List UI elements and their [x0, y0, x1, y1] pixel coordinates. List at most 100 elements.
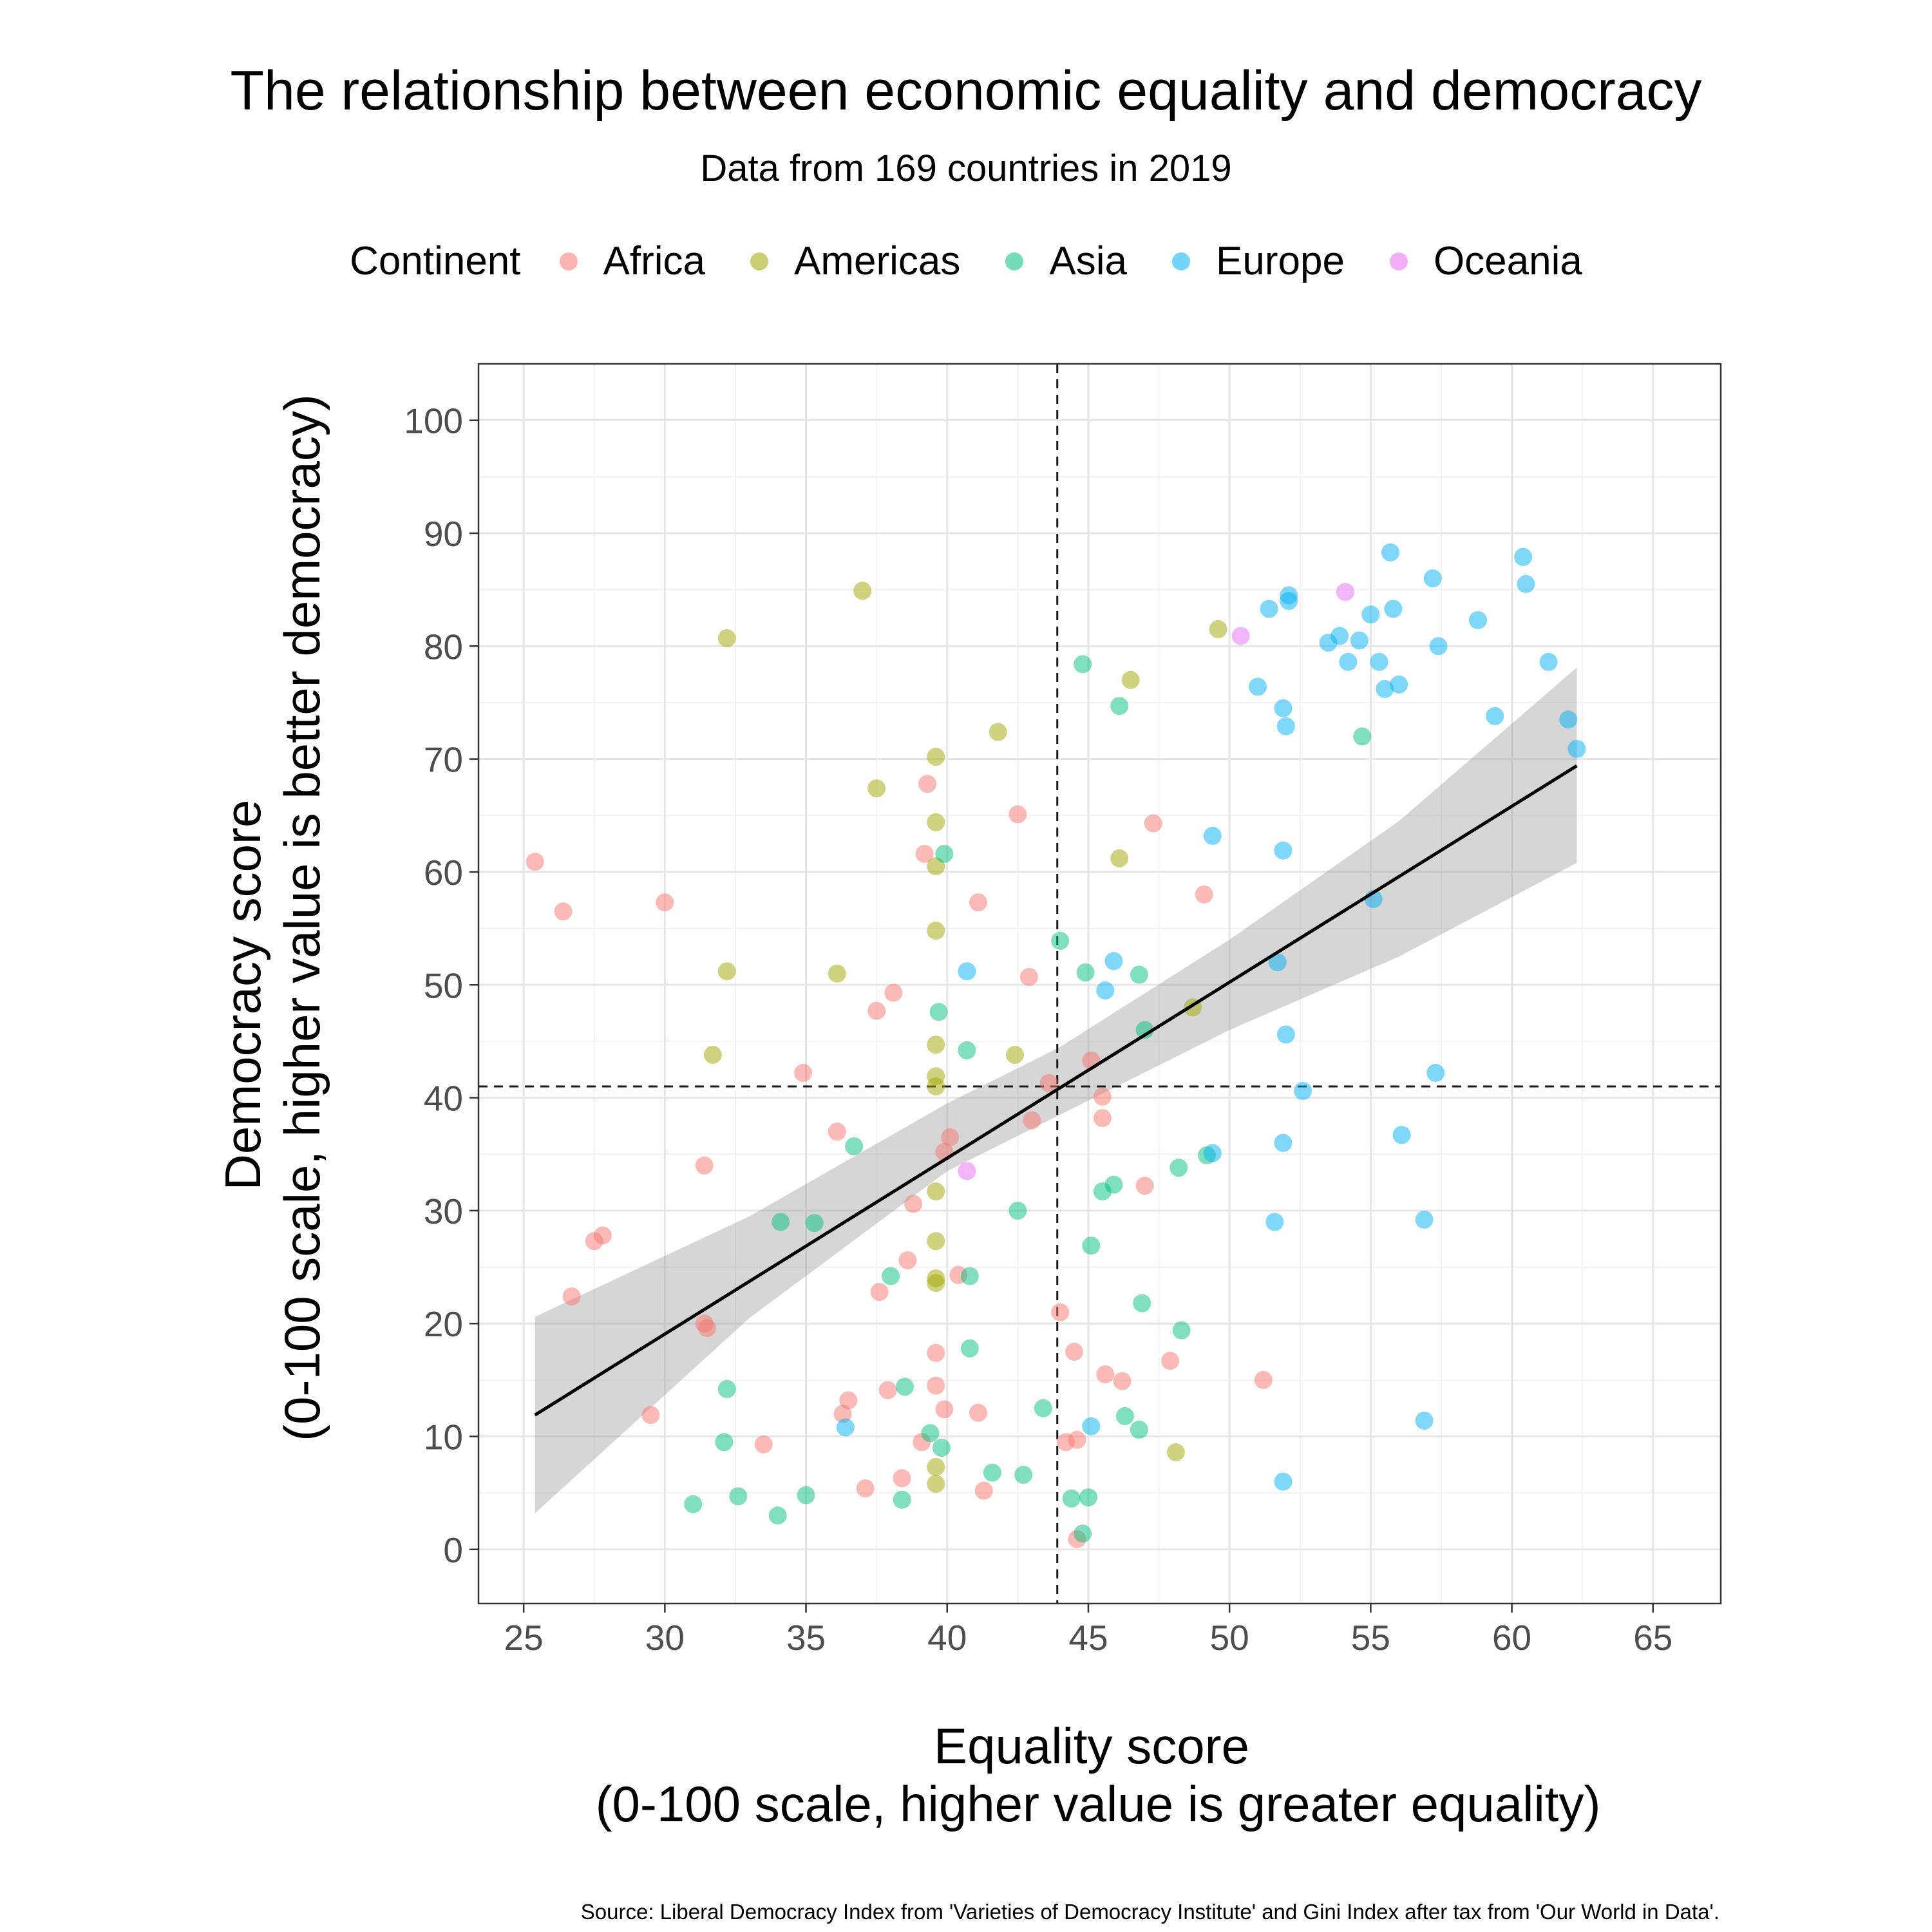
point-asia: [1082, 1236, 1101, 1255]
point-africa: [1096, 1365, 1115, 1384]
point-europe: [1276, 1025, 1295, 1044]
data-points: [526, 543, 1586, 1549]
point-asia: [1014, 1466, 1033, 1484]
point-africa: [1161, 1352, 1180, 1370]
y-tick-label: 40: [424, 1079, 463, 1119]
y-tick-label: 0: [443, 1530, 463, 1570]
point-americas: [867, 779, 886, 798]
chart-title: The relationship between economic equali…: [230, 60, 1702, 122]
x-tick-label: 30: [645, 1618, 685, 1658]
legend: Continent Africa Americas Asia Europe Oc…: [0, 238, 1932, 284]
reference-lines: [478, 364, 1721, 1604]
point-americas: [1166, 1443, 1185, 1462]
point-europe: [1361, 605, 1380, 624]
y-tick-label: 100: [404, 401, 463, 441]
point-americas: [927, 1457, 945, 1476]
point-europe: [1249, 677, 1267, 696]
point-europe: [1376, 679, 1394, 698]
legend-label-oceania: Oceania: [1433, 239, 1582, 283]
point-asia: [1076, 963, 1095, 981]
point-asia: [684, 1495, 703, 1513]
point-africa: [867, 1001, 886, 1020]
point-asia: [1172, 1321, 1191, 1340]
point-africa: [935, 1400, 954, 1419]
x-tick-label: 60: [1492, 1618, 1531, 1658]
point-americas: [927, 1182, 945, 1201]
legend-marker-europe: [1172, 252, 1191, 270]
point-europe: [1280, 592, 1298, 611]
point-europe: [958, 962, 976, 981]
point-americas: [927, 813, 945, 831]
point-oceania: [1336, 583, 1354, 601]
point-africa: [1093, 1109, 1112, 1128]
point-europe: [1274, 699, 1293, 717]
point-asia: [882, 1267, 900, 1285]
point-europe: [1381, 543, 1400, 562]
point-europe: [1517, 574, 1535, 593]
x-tick-label: 65: [1633, 1618, 1672, 1658]
point-africa: [918, 775, 937, 793]
point-africa: [754, 1435, 773, 1454]
point-africa: [870, 1283, 889, 1302]
point-africa: [641, 1406, 660, 1425]
point-americas: [1121, 670, 1140, 689]
legend-title: Continent: [350, 239, 521, 283]
point-africa: [1023, 1111, 1041, 1130]
point-asia: [893, 1490, 911, 1509]
point-europe: [1294, 1082, 1312, 1101]
point-asia: [1115, 1406, 1134, 1425]
point-europe: [1370, 652, 1388, 671]
point-europe: [1384, 600, 1403, 618]
x-tick-label: 45: [1068, 1618, 1108, 1658]
point-asia: [1133, 1294, 1151, 1312]
point-americas: [927, 922, 945, 940]
point-africa: [695, 1156, 714, 1175]
point-africa: [941, 1128, 960, 1146]
point-africa: [969, 893, 987, 912]
point-asia: [929, 1003, 948, 1021]
point-europe: [1486, 706, 1504, 725]
point-asia: [932, 1439, 951, 1457]
legend-marker-africa: [559, 252, 578, 270]
legend-label-americas: Americas: [794, 239, 961, 283]
point-africa: [1093, 1087, 1112, 1106]
point-americas: [853, 582, 872, 600]
legend-marker-americas: [750, 252, 769, 270]
x-axis-title-line2: (0-100 scale, higher value is greater eq…: [596, 1776, 1601, 1832]
point-europe: [1415, 1210, 1434, 1229]
y-tick-label: 30: [424, 1191, 463, 1231]
point-africa: [1039, 1074, 1058, 1092]
point-asia: [895, 1378, 914, 1396]
point-europe: [1260, 600, 1278, 618]
point-americas: [927, 1232, 945, 1251]
point-asia: [935, 844, 954, 863]
point-africa: [878, 1381, 897, 1399]
x-axis-ticks: 25 30 35 40 45 50 55 60 65: [504, 1604, 1672, 1658]
chart-subtitle: Data from 169 countries in 2019: [700, 147, 1232, 189]
point-europe: [1390, 675, 1408, 694]
legend-item-europe: Europe: [1172, 238, 1345, 284]
y-tick-label: 50: [424, 965, 463, 1005]
point-europe: [1274, 1133, 1293, 1152]
point-americas: [1005, 1045, 1024, 1064]
x-tick-label: 40: [927, 1618, 967, 1658]
point-asia: [1062, 1489, 1081, 1508]
x-tick-label: 25: [504, 1618, 544, 1658]
point-americas: [703, 1045, 722, 1064]
legend-label-europe: Europe: [1216, 239, 1345, 283]
point-asia: [1079, 1488, 1097, 1507]
source-caption: Source: Liberal Democracy Index from 'Va…: [580, 1900, 1719, 1924]
point-americas: [927, 748, 945, 766]
point-africa: [904, 1195, 923, 1213]
point-africa: [526, 853, 544, 871]
point-asia: [1353, 727, 1372, 746]
plot-border: [477, 363, 1722, 1605]
point-africa: [898, 1251, 917, 1270]
point-africa: [915, 844, 934, 863]
point-europe: [1426, 1064, 1445, 1083]
point-europe: [1539, 652, 1558, 671]
point-europe: [1559, 710, 1578, 729]
point-africa: [927, 1376, 945, 1395]
point-europe: [1350, 631, 1368, 650]
